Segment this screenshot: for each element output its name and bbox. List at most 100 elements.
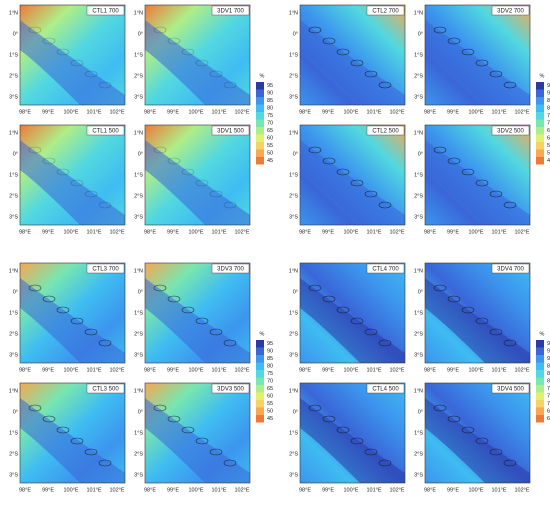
contour <box>461 48 475 56</box>
panel-label-box <box>86 263 125 274</box>
colorbar-cell <box>536 142 544 150</box>
colorbar-cell <box>536 119 544 127</box>
contour <box>364 448 378 456</box>
humid-band <box>20 140 125 225</box>
colorbar-tick: 90 <box>267 91 273 97</box>
lat-label: 1°N <box>289 10 298 16</box>
lon-label: 99°E <box>322 367 334 373</box>
lon-label: 102°E <box>389 109 404 115</box>
panel-frame <box>299 4 406 106</box>
lon-label: 102°E <box>389 487 404 493</box>
humid-band <box>425 398 530 483</box>
humid-band <box>145 278 250 363</box>
colorbar-tick: 75 <box>267 113 273 119</box>
lat-label: 1°S <box>289 52 298 58</box>
colorbar-cell <box>536 392 544 400</box>
lat-label: 2°S <box>289 331 298 337</box>
contour <box>84 190 98 198</box>
lat-label: 0° <box>13 31 18 37</box>
lat-label: 1°S <box>134 310 143 316</box>
lon-label: 102°E <box>514 109 529 115</box>
lat-label: 1°N <box>9 388 18 394</box>
panel-frame <box>424 124 531 226</box>
panel-label-box <box>86 125 125 136</box>
lat-label: 2°S <box>289 193 298 199</box>
panel-label: 3DV3 500 <box>217 386 244 392</box>
contour <box>322 157 336 165</box>
lon-label: 101°E <box>86 109 101 115</box>
lat-label: 3°S <box>414 472 423 478</box>
colorbar-cell <box>536 385 544 393</box>
lat-label: 1°S <box>9 430 18 436</box>
lat-label: 2°S <box>9 73 18 79</box>
colorbar-cell <box>256 370 264 378</box>
map-panel: 3DV2 700 1°N 0° 1°S 2°S 3°S 98°E 99°E 100°E 101°E… <box>414 4 531 115</box>
lat-label: 1°S <box>414 172 423 178</box>
colorbar-tick: 90 <box>547 91 550 97</box>
lon-label: 99°E <box>167 367 179 373</box>
contour <box>167 295 181 303</box>
lon-label: 102°E <box>234 367 249 373</box>
lat-label: 0° <box>293 289 298 295</box>
colorbar-cell <box>256 355 264 363</box>
contour <box>84 328 98 336</box>
contour <box>308 284 322 292</box>
lat-label: 1°N <box>134 268 143 274</box>
colorbar-cell <box>256 157 264 165</box>
humid-band <box>300 278 405 363</box>
contour <box>378 201 392 209</box>
contour <box>42 295 56 303</box>
contour <box>378 339 392 347</box>
lon-label: 102°E <box>514 487 529 493</box>
colorbar-cell <box>256 392 264 400</box>
panel-label-box <box>366 5 405 16</box>
map-panel: 3DV2 500 1°N 0° 1°S 2°S 3°S 98°E 99°E 100°E 101°E… <box>414 124 531 235</box>
lat-label: 1°N <box>289 268 298 274</box>
lon-label: 98°E <box>424 109 436 115</box>
contour <box>223 339 237 347</box>
humid-band <box>300 140 405 225</box>
colorbar-tick: 96 <box>547 341 550 347</box>
colorbar-cell <box>536 362 544 370</box>
panel-label-box <box>211 125 250 136</box>
lon-label: 99°E <box>447 367 459 373</box>
colorbar-cell <box>536 112 544 120</box>
humid-band <box>20 278 125 363</box>
contour <box>308 26 322 34</box>
map-panel: CTL4 700 1°N 0° 1°S 2°S 3°S 98°E 99°E 100°E 101°E… <box>289 262 406 373</box>
map-panel: CTL3 700 1°N 0° 1°S 2°S 3°S 98°E 99°E 100°E 101°E… <box>9 262 126 373</box>
lon-label: 100°E <box>188 487 203 493</box>
panel-label-box <box>491 383 530 394</box>
colorbar-tick: 60 <box>547 136 550 142</box>
lon-label: 99°E <box>322 487 334 493</box>
panel-label-box <box>211 263 250 274</box>
lon-label: 98°E <box>299 229 311 235</box>
contour <box>308 146 322 154</box>
colorbar-cell <box>256 340 264 348</box>
panel-label: 3DV2 700 <box>497 8 524 14</box>
lat-label: 3°S <box>414 352 423 358</box>
contour <box>195 59 209 67</box>
lat-label: 1°S <box>289 310 298 316</box>
contour <box>336 306 350 314</box>
panel-label: CTL4 700 <box>372 266 399 272</box>
contour <box>70 317 84 325</box>
contour <box>433 404 447 412</box>
lat-label: 1°N <box>414 130 423 136</box>
colorbar-unit: % <box>260 331 265 337</box>
lon-label: 100°E <box>63 109 78 115</box>
contour <box>350 437 364 445</box>
lat-label: 1°S <box>134 430 143 436</box>
lon-label: 101°E <box>86 229 101 235</box>
colorbar-tick: 78 <box>547 386 550 392</box>
colorbar-tick: 55 <box>267 143 273 149</box>
colorbar-tick: 95 <box>547 83 550 89</box>
colorbar-cell <box>536 134 544 142</box>
colorbar-cell <box>536 370 544 378</box>
panel-frame <box>144 382 251 484</box>
colorbar-unit: % <box>540 73 545 79</box>
lat-label: 1°N <box>414 10 423 16</box>
map-panel: CTL3 500 1°N 0° 1°S 2°S 3°S 98°E 99°E 100°E 101°E… <box>9 382 126 493</box>
humid-band <box>300 398 405 483</box>
lon-label: 99°E <box>167 229 179 235</box>
